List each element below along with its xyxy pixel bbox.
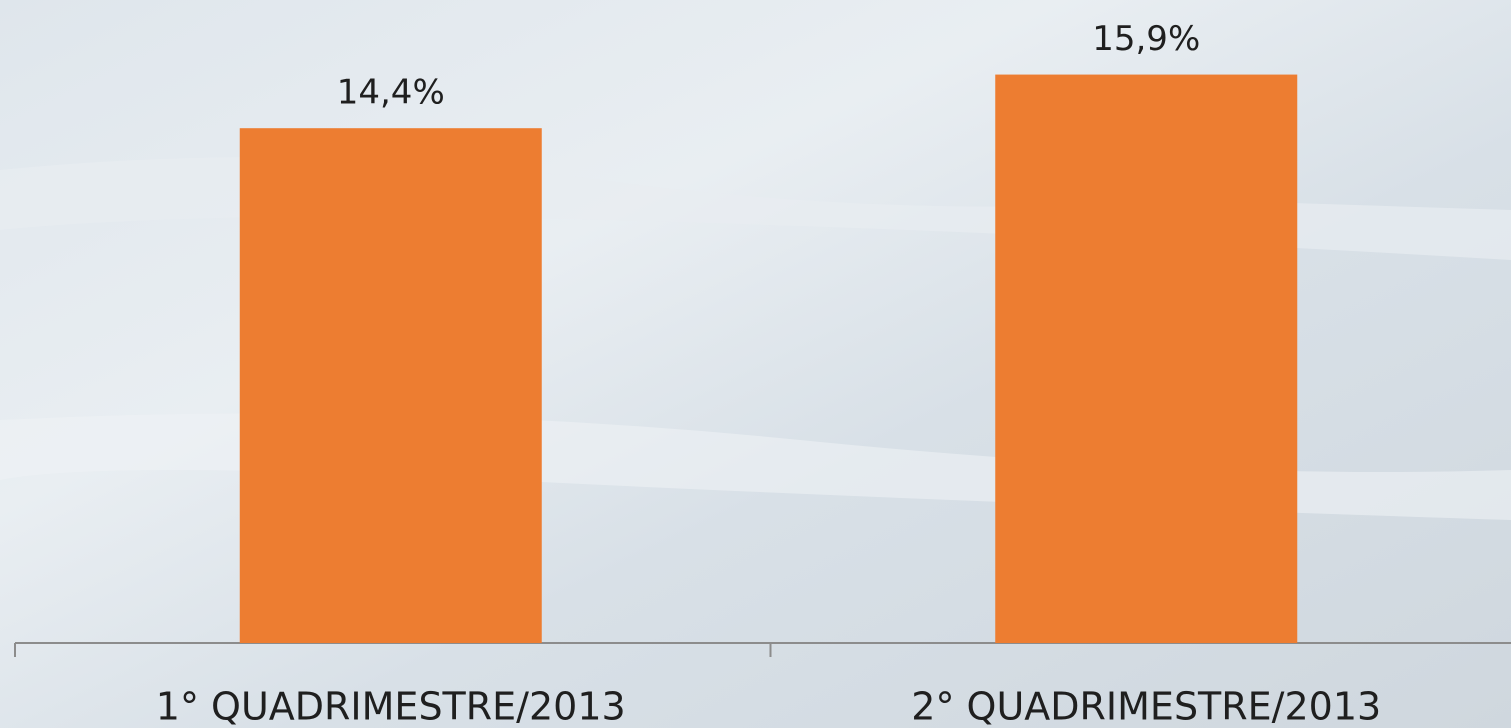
page: {"chart_data": {"type": "bar", "categori… bbox=[0, 0, 1511, 728]
bar bbox=[995, 75, 1297, 643]
data-label: 15,9% bbox=[1092, 19, 1200, 59]
chart: 14,4% 1° QUADRIMESTRE/2013 15,9% 2° QUADRIM… bbox=[0, 0, 1511, 728]
x-tick-label: 2° QUADRIMESTRE/2013 bbox=[911, 685, 1381, 728]
bar bbox=[240, 128, 542, 643]
x-tick-label: 1° QUADRIMESTRE/2013 bbox=[156, 685, 626, 728]
data-label: 14,4% bbox=[337, 73, 445, 113]
